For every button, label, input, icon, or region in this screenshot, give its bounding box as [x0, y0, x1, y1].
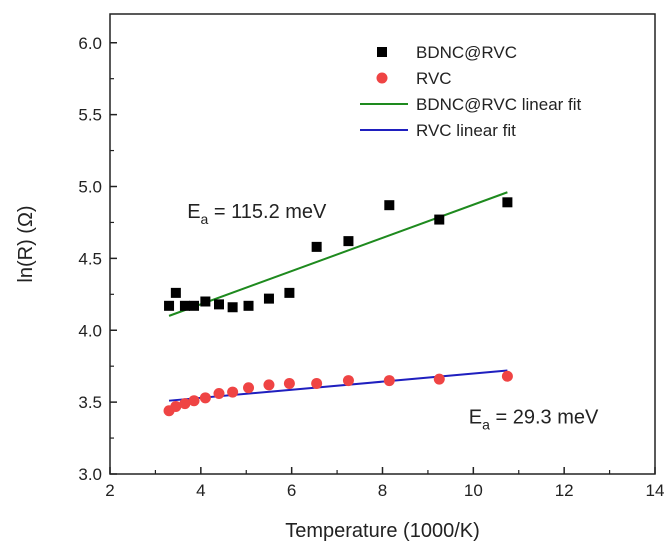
data-point-square — [179, 300, 190, 311]
x-tick-label: 6 — [287, 481, 296, 500]
annotation-subscript: a — [201, 211, 209, 227]
y-tick-label: 3.0 — [78, 465, 102, 484]
x-tick-label: 14 — [646, 481, 665, 500]
data-point-square — [164, 300, 175, 311]
y-tick-label: 3.5 — [78, 393, 102, 412]
data-point-square — [189, 300, 200, 311]
data-point-circle — [199, 392, 211, 404]
data-point-circle — [179, 398, 191, 410]
y-tick-label: 5.5 — [78, 106, 102, 125]
data-point-square — [200, 296, 211, 307]
data-point-square — [284, 287, 295, 298]
data-point-square — [343, 236, 354, 247]
annotation-value: = 29.3 meV — [490, 407, 599, 429]
data-point-circle — [170, 400, 182, 412]
data-point-square — [170, 287, 181, 298]
data-point-square — [434, 214, 445, 225]
data-point-circle — [433, 373, 445, 385]
x-tick-label: 10 — [464, 481, 483, 500]
legend-label: RVC linear fit — [416, 121, 516, 140]
data-point-circle — [188, 395, 200, 407]
data-point-circle — [342, 375, 354, 387]
x-tick-label: 8 — [378, 481, 387, 500]
data-point-circle — [283, 377, 295, 389]
fit-lines — [168, 191, 508, 402]
activation-energy-label: Ea = 29.3 meV — [469, 407, 599, 433]
data-point-circle — [311, 377, 323, 389]
fit-line — [168, 191, 508, 317]
annotation-base: E — [187, 201, 200, 223]
data-point-circle — [501, 370, 513, 382]
legend-marker-circle — [376, 72, 388, 84]
x-tick-label: 2 — [105, 481, 114, 500]
data-point-square — [214, 299, 224, 310]
legend: BDNC@RVC RVC BDNC@RVC linear fit RVC linear… — [360, 43, 582, 140]
annotation-base: E — [469, 407, 482, 429]
data-point-circle — [263, 379, 275, 391]
data-point-square — [227, 302, 238, 313]
y-tick-label: 5.0 — [78, 178, 102, 197]
x-tick-label: 4 — [196, 481, 205, 500]
legend-label: RVC — [416, 69, 452, 88]
y-tick-label: 4.5 — [78, 249, 102, 268]
x-axis-ticks: 2 4 6 8 10 12 14 — [105, 467, 664, 500]
data-point-circle — [213, 388, 225, 399]
data-point-circle — [227, 386, 239, 398]
legend-label: BDNC@RVC — [416, 43, 517, 62]
data-point-square — [311, 241, 322, 252]
x-tick-label: 12 — [555, 481, 574, 500]
data-markers — [163, 197, 513, 417]
activation-energy-label: Ea = 115.2 meV — [187, 201, 327, 227]
fit-line — [168, 369, 508, 402]
data-point-square — [384, 200, 395, 211]
legend-label: BDNC@RVC linear fit — [416, 95, 582, 114]
x-axis-title: Temperature (1000/K) — [285, 520, 480, 542]
data-point-square — [502, 197, 513, 208]
data-point-circle — [383, 375, 395, 387]
data-point-circle — [243, 382, 255, 394]
annotation-value: = 115.2 meV — [208, 201, 327, 223]
y-tick-label: 6.0 — [78, 34, 102, 53]
annotation-subscript: a — [482, 417, 490, 433]
legend-marker-square — [377, 47, 387, 57]
y-axis-ticks: 3.0 3.5 4.0 4.5 5.0 5.5 6.0 — [78, 34, 117, 484]
data-point-square — [263, 293, 274, 304]
data-point-square — [243, 300, 254, 311]
y-axis-title: ln(R) (Ω) — [15, 205, 37, 282]
y-tick-label: 4.0 — [78, 321, 102, 340]
